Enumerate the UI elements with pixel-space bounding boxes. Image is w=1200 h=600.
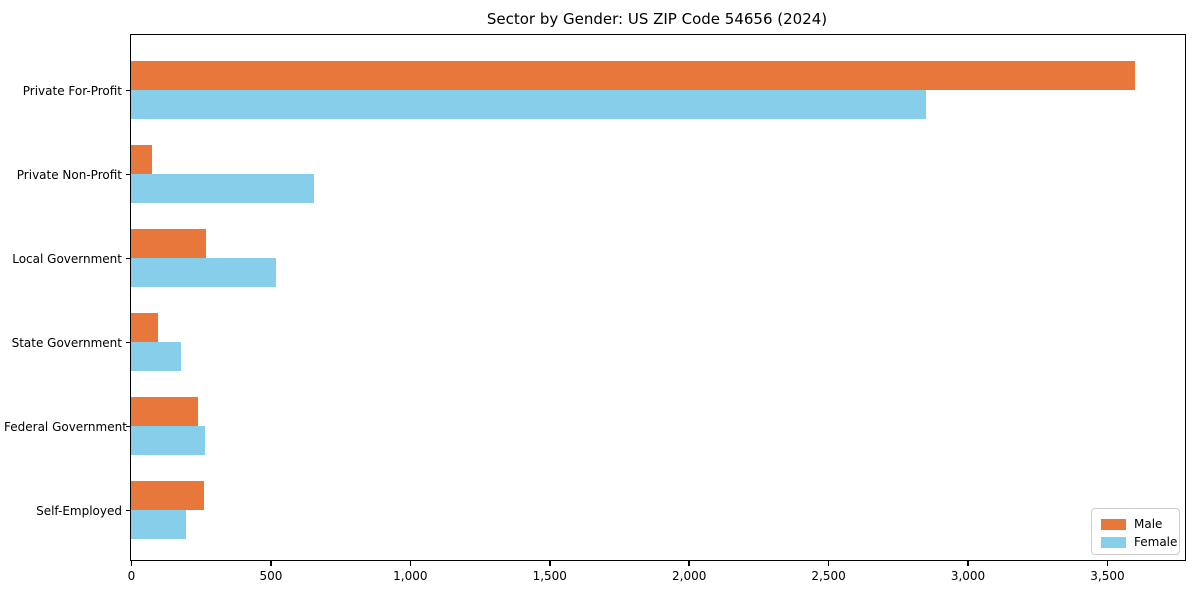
x-tick-mark (409, 560, 412, 566)
x-tick-label-3-500: 3,500 (1090, 568, 1125, 583)
legend-item-male: Male (1101, 516, 1179, 532)
bar-male-self-employed (131, 481, 204, 510)
legend-swatch-female (1101, 536, 1126, 548)
x-tick-mark (967, 560, 969, 566)
x-tick-mark (130, 560, 133, 566)
x-tick-label-2-500: 2,500 (811, 568, 846, 583)
bar-male-state-government (131, 313, 158, 342)
legend-swatch-male (1101, 518, 1126, 530)
x-tick-label-0: 0 (127, 568, 136, 583)
y-tick-mark (126, 509, 131, 512)
y-label-state-government: State Government (11, 335, 122, 350)
x-tick-mark (827, 560, 830, 566)
y-tick-mark (126, 341, 131, 344)
x-tick-label-1-500: 1,500 (532, 568, 567, 583)
bar-male-federal-government (131, 397, 198, 426)
x-tick-mark (1106, 560, 1109, 566)
chart-title: Sector by Gender: US ZIP Code 54656 (202… (486, 10, 828, 28)
y-axis-ticks (126, 36, 131, 561)
bar-female-local-government (131, 258, 276, 287)
x-tick-label-2-000: 2,000 (671, 568, 707, 583)
y-tick-mark (126, 173, 131, 176)
x-tick-mark (270, 560, 272, 566)
y-tick-mark (126, 257, 131, 260)
y-tick-mark (126, 425, 131, 428)
y-label-local-government: Local Government (12, 251, 122, 266)
y-label-federal-government: Federal Government (4, 419, 127, 434)
bar-female-private-for-profit (131, 90, 926, 119)
bar-male-local-government (131, 229, 207, 258)
legend: Male Female (1091, 508, 1180, 555)
legend-label-male: Male (1134, 517, 1163, 531)
x-tick-label-500: 500 (259, 568, 283, 583)
bar-female-self-employed (131, 510, 187, 539)
plot-area (130, 34, 1186, 561)
x-tick-label-1-000: 1,000 (393, 568, 428, 583)
y-label-private-for-profit: Private For-Profit (22, 83, 122, 98)
legend-item-female: Female (1101, 534, 1179, 550)
x-tick-mark (549, 560, 551, 566)
legend-label-female: Female (1134, 535, 1178, 549)
x-tick-mark (688, 560, 690, 566)
bar-female-federal-government (131, 426, 206, 455)
y-label-private-non-profit: Private Non-Profit (16, 167, 122, 182)
y-label-self-employed: Self-Employed (36, 503, 122, 518)
x-tick-label-3-000: 3,000 (950, 568, 986, 583)
bar-female-state-government (131, 342, 182, 371)
bar-male-private-non-profit (131, 145, 153, 174)
bar-male-private-for-profit (131, 61, 1135, 90)
bar-female-private-non-profit (131, 174, 314, 203)
y-axis-category-labels: Private For-Profit Private Non-Profit Loca… (4, 36, 127, 561)
x-axis-ticks: 0 500 1,000 1,500 2,000 2,500 3,000 3,500 (128, 560, 1186, 591)
y-tick-mark (126, 89, 131, 92)
